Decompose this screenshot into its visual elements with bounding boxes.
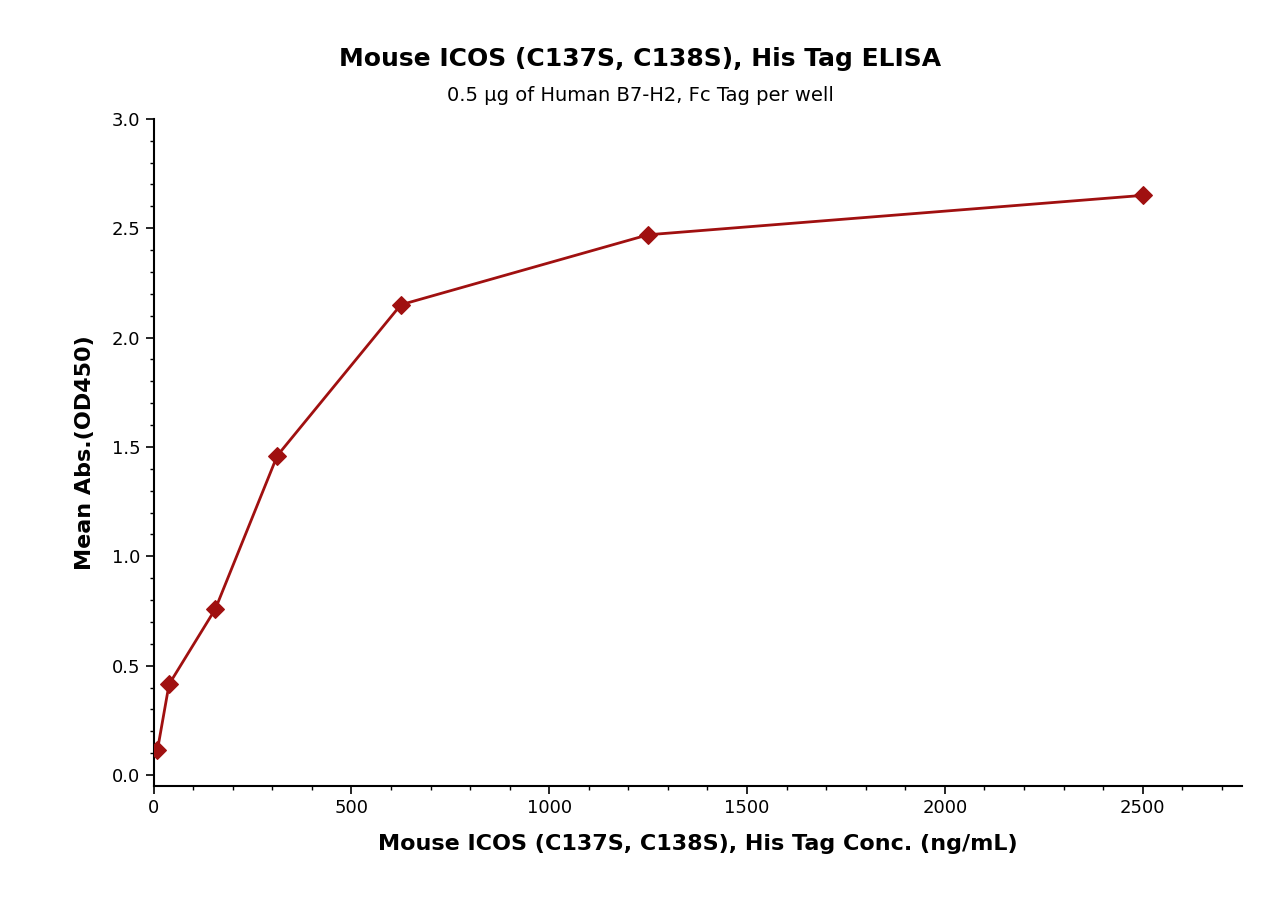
Point: [205, 601, 225, 616]
Point: [637, 228, 658, 242]
Point: [1133, 188, 1153, 203]
Point: [147, 743, 168, 758]
Text: Mouse ICOS (C137S, C138S), His Tag ELISA: Mouse ICOS (C137S, C138S), His Tag ELISA: [339, 48, 941, 71]
Text: 0.5 μg of Human B7-H2, Fc Tag per well: 0.5 μg of Human B7-H2, Fc Tag per well: [447, 87, 833, 105]
X-axis label: Mouse ICOS (C137S, C138S), His Tag Conc. (ng/mL): Mouse ICOS (C137S, C138S), His Tag Conc.…: [378, 834, 1018, 854]
Point: [268, 449, 288, 463]
Point: [390, 297, 411, 312]
Point: [159, 677, 179, 692]
Y-axis label: Mean Abs.(OD450): Mean Abs.(OD450): [76, 335, 95, 569]
